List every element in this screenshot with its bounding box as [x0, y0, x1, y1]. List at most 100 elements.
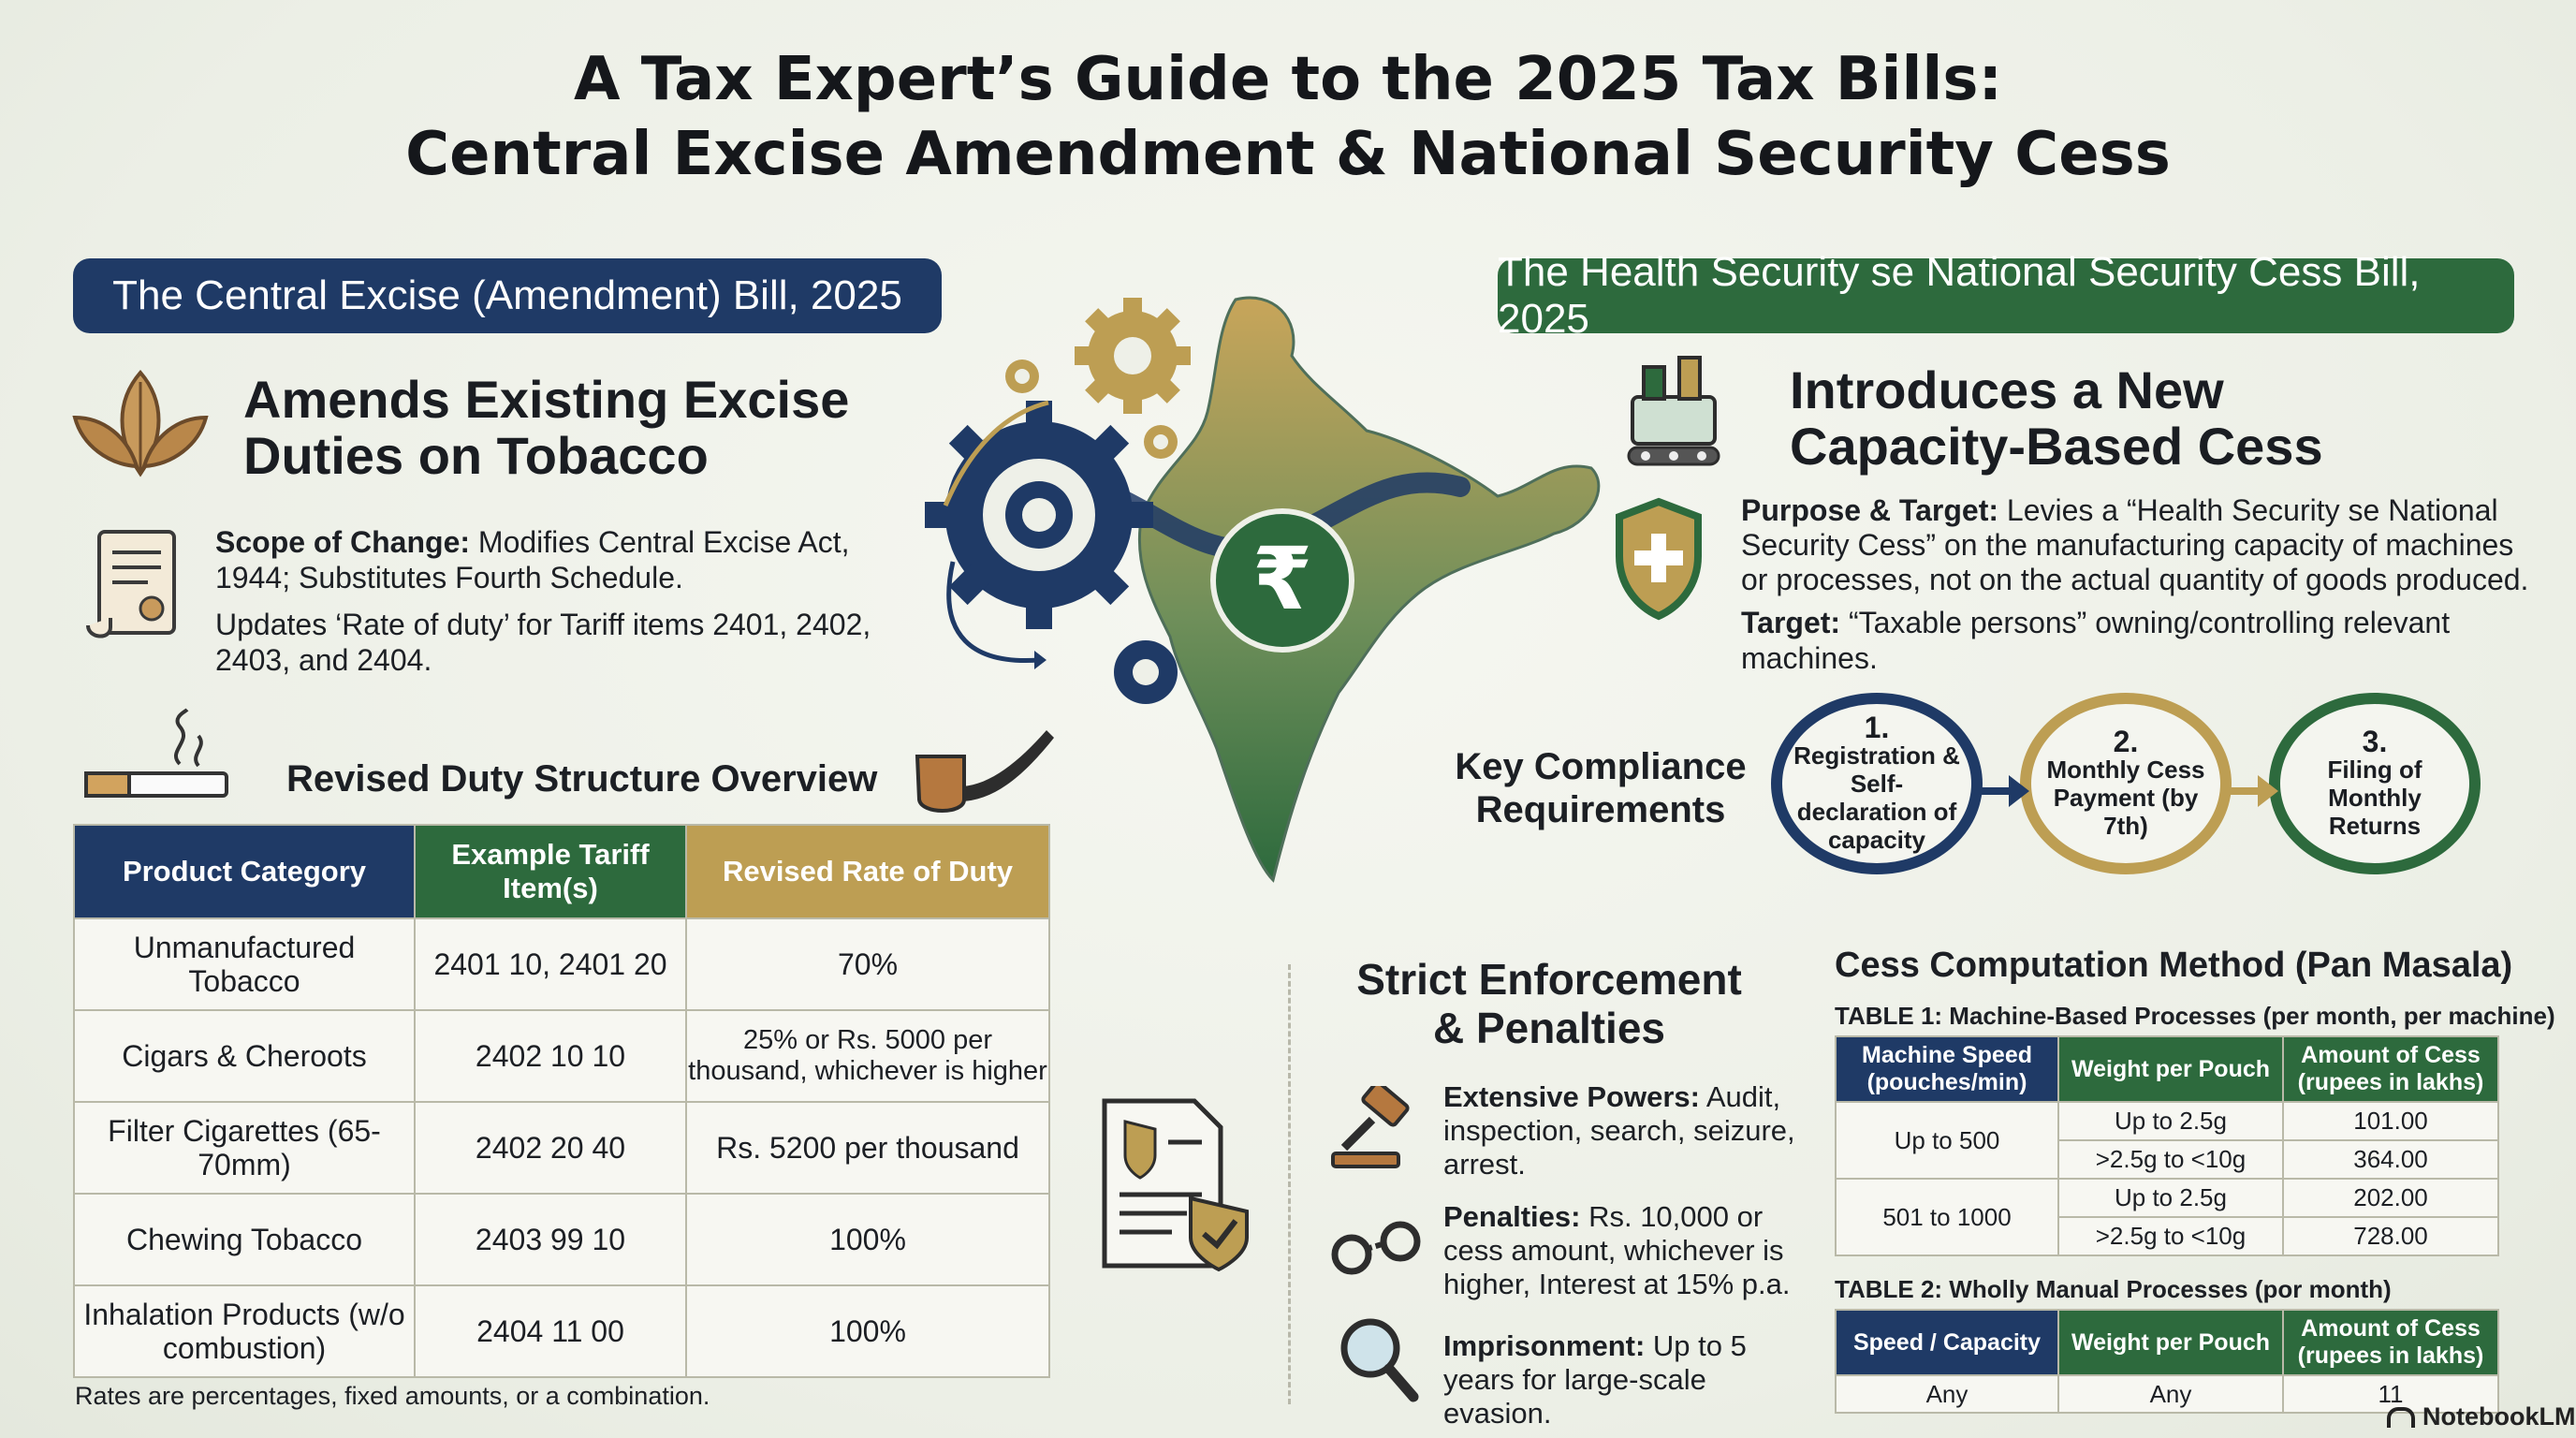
cell-rate: 70% [685, 917, 1050, 1011]
duty-table-title: Revised Duty Structure Overview [286, 758, 878, 800]
header-amount: Amount of Cess (rupees in lakhs) [2282, 1035, 2499, 1103]
health-shield-icon [1616, 497, 1702, 621]
header-product-category: Product Category [73, 824, 416, 919]
table-row: >2.5g to <10g 364.00 [1836, 1139, 2499, 1180]
cell-rate: 25% or Rs. 5000 per thousand, whichever … [685, 1009, 1050, 1103]
cell-weight: Up to 2.5g [2057, 1101, 2284, 1141]
watermark-text: NotebookLM [2422, 1402, 2576, 1431]
powers-label: Extensive Powers: [1443, 1080, 1700, 1113]
cell-speed: Any [1835, 1374, 2059, 1414]
cess-heading-line1: Introduces a New [1790, 360, 2224, 419]
header-machine-speed: Machine Speed (pouches/min) [1835, 1035, 2059, 1103]
cell-weight: >2.5g to <10g [2057, 1216, 2284, 1256]
manual-cess-table: Speed / Capacity Weight per Pouch Amount… [1835, 1309, 2499, 1414]
cell-tariff: 2404 11 00 [414, 1284, 687, 1378]
excise-bill-banner: The Central Excise (Amendment) Bill, 202… [73, 258, 942, 333]
table-row: Up to 500 Up to 2.5g 101.00 [1835, 1101, 2499, 1180]
header-amount: Amount of Cess (rupees in lakhs) [2282, 1309, 2499, 1376]
notebooklm-logo-icon [2387, 1406, 2415, 1428]
section-divider [1288, 964, 1291, 1404]
table-row: Cigars & Cheroots 2402 10 10 25% or Rs. … [73, 1009, 1050, 1103]
cell-category: Filter Cigarettes (65-70mm) [73, 1101, 416, 1195]
cell-weight: Any [2057, 1374, 2284, 1414]
powers-text: Audit, inspection, search, seizure, arre… [1443, 1080, 1795, 1181]
cell-tariff: 2402 20 40 [414, 1101, 687, 1195]
magnifying-glass-icon [1340, 1318, 1419, 1402]
handcuffs-icon [1331, 1221, 1421, 1275]
cigarette-icon [84, 708, 228, 798]
main-title-line2: Central Excise Amendment & National Secu… [405, 120, 2171, 189]
header-rate: Revised Rate of Duty [685, 824, 1050, 919]
cell-tariff: 2401 10, 2401 20 [414, 917, 687, 1011]
header-weight: Weight per Pouch [2057, 1035, 2284, 1103]
factory-machine-icon [1627, 356, 1720, 466]
header-speed-capacity: Speed / Capacity [1835, 1309, 2059, 1376]
table2-title: TABLE 2: Wholly Manual Processes (por mo… [1835, 1275, 2392, 1303]
enforcement-title-line1: Strict Enforcement [1356, 955, 1742, 1004]
compliance-step-3: 3. Filing of Monthly Returns [2269, 693, 2481, 874]
compliance-step-1: 1. Registration & Self-declaration of cap… [1771, 693, 1983, 874]
cell-amount: 364.00 [2282, 1139, 2499, 1180]
scope-text: Modifies Central Excise Act, [477, 525, 850, 559]
scroll-document-icon [86, 530, 176, 638]
table-row: Filter Cigarettes (65-70mm) 2402 20 40 R… [73, 1101, 1050, 1195]
table-row: >2.5g to <10g 728.00 [1836, 1216, 2499, 1256]
purpose-line3: or processes, not on the actual quantity… [1741, 563, 2529, 596]
document-shield-icon [1102, 1098, 1249, 1272]
penalties-text: Rs. 10,000 or cess amount, whichever is … [1443, 1200, 1791, 1300]
table-footnote: Rates are percentages, fixed amounts, or… [75, 1382, 710, 1410]
compliance-title-line1: Key Compliance [1455, 746, 1747, 787]
arrow-right-icon [1975, 775, 2029, 807]
cell-rate: Rs. 5200 per thousand [685, 1101, 1050, 1195]
cell-weight: >2.5g to <10g [2057, 1139, 2284, 1180]
cess-heading-line2: Capacity-Based Cess [1790, 417, 2323, 476]
cess-computation-title: Cess Computation Method (Pan Masala) [1835, 946, 2513, 985]
cell-amount: 11 [2282, 1374, 2499, 1414]
table-row: 501 to 1000 Up to 2.5g 202.00 [1835, 1178, 2499, 1256]
svg-text:₹: ₹ [1252, 529, 1312, 629]
table-row: Any Any 11 [1835, 1374, 2499, 1414]
cell-category: Cigars & Cheroots [73, 1009, 416, 1103]
cell-weight: Up to 2.5g [2057, 1178, 2284, 1218]
target-text: “Taxable persons” owning/controlling rel… [1741, 606, 2451, 675]
step-text: Filing of Monthly Returns [2327, 756, 2422, 840]
table-row: Unmanufactured Tobacco 2401 10, 2401 20 … [73, 917, 1050, 1011]
table1-title: TABLE 1: Machine-Based Processes (per mo… [1835, 1002, 2555, 1030]
cell-tariff: 2402 10 10 [414, 1009, 687, 1103]
duty-table: Product Category Example Tariff Item(s) … [73, 824, 1050, 1378]
imprisonment-label: Imprisonment: [1443, 1329, 1646, 1362]
cell-tariff: 2403 99 10 [414, 1193, 687, 1286]
purpose-line1: Levies a “Health Security se National [2006, 493, 2498, 527]
cell-amount: 101.00 [2282, 1101, 2499, 1141]
compliance-step-2: 2. Monthly Cess Payment (by 7th) [2020, 693, 2232, 874]
step-number: 3. [2362, 725, 2388, 758]
cell-speed: 501 to 1000 [1835, 1178, 2059, 1256]
scope-text-2: 1944; Substitutes Fourth Schedule. [215, 561, 683, 594]
cell-amount: 202.00 [2282, 1178, 2499, 1218]
main-title-line1: A Tax Expert’s Guide to the 2025 Tax Bil… [573, 45, 2003, 114]
step-number: 1. [1864, 711, 1890, 744]
scope-label: Scope of Change: [215, 525, 471, 559]
cell-rate: 100% [685, 1284, 1050, 1378]
compliance-title-line2: Requirements [1475, 789, 1726, 830]
penalties-label: Penalties: [1443, 1200, 1581, 1233]
gavel-icon [1331, 1086, 1410, 1168]
header-tariff-item: Example Tariff Item(s) [414, 824, 687, 919]
tobacco-leaves-icon [72, 369, 209, 477]
updates-line2: 2403, and 2404. [215, 643, 432, 677]
cess-bill-banner: The Health Security se National Security… [1498, 249, 2514, 342]
purpose-line2: Security Cess” on the manufacturing capa… [1741, 528, 2514, 562]
cell-amount: 728.00 [2282, 1216, 2499, 1256]
cell-category: Unmanufactured Tobacco [73, 917, 416, 1011]
step-number: 2. [2113, 725, 2139, 758]
excise-heading-line2: Duties on Tobacco [243, 426, 709, 485]
header-weight: Weight per Pouch [2057, 1309, 2284, 1376]
enforcement-title-line2: & Penalties [1433, 1004, 1665, 1052]
cell-category: Chewing Tobacco [73, 1193, 416, 1286]
table-row: Chewing Tobacco 2403 99 10 100% [73, 1193, 1050, 1286]
notebooklm-watermark: NotebookLM [2387, 1402, 2575, 1431]
excise-heading-line1: Amends Existing Excise [243, 370, 850, 429]
arrow-right-icon [2224, 775, 2278, 807]
updates-line1: Updates ‘Rate of duty’ for Tariff items … [215, 608, 871, 641]
cell-speed: Up to 500 [1835, 1101, 2059, 1180]
